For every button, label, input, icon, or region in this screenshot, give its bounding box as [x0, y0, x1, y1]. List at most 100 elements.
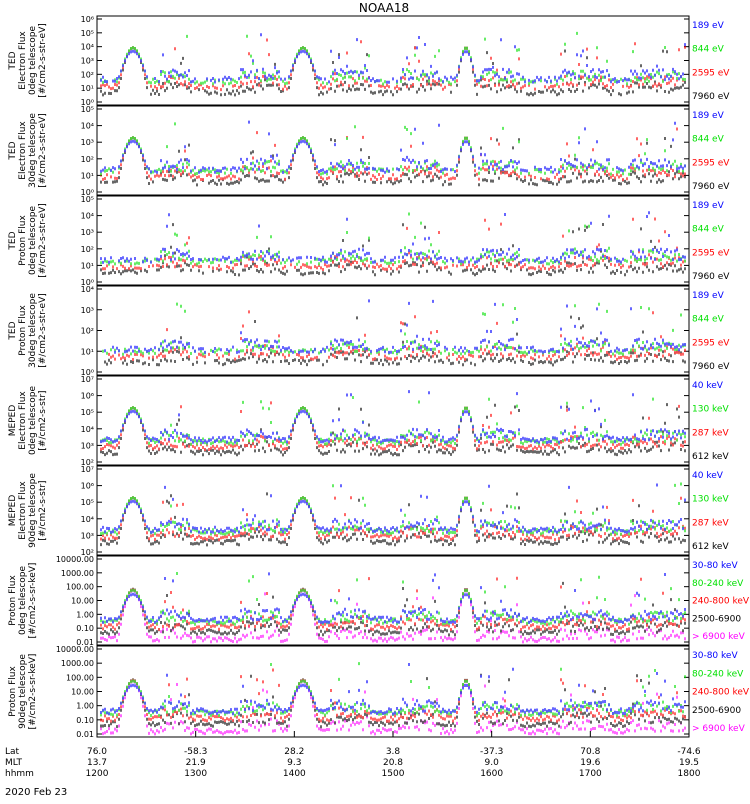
y-tick-label: 10² — [81, 458, 94, 467]
y-axis-label: 30deg telescope — [28, 293, 38, 368]
y-tick-label: 10² — [81, 70, 94, 79]
y-tick-label: 10⁴ — [81, 43, 94, 52]
x-tick-lat: -37.3 — [480, 747, 503, 757]
y-axis-label: Proton Flux — [18, 305, 28, 356]
series-80-240-kev — [100, 572, 686, 626]
y-axis-label: [#/cm2-s-str] — [38, 390, 48, 450]
series-189-ev — [100, 33, 686, 84]
x-tick-mlt: 20.8 — [383, 758, 403, 768]
y-tick-label: 10⁴ — [81, 515, 94, 524]
y-tick-label: 10⁰ — [81, 368, 94, 377]
panel-7: 10000.00 1000.00 100.00 10.00 1.00 0.10 0.01 Pr… — [8, 555, 750, 647]
y-tick-label: 10¹ — [81, 84, 94, 93]
y-tick-label: 10⁵ — [81, 195, 94, 204]
plot-title: NOAA18 — [359, 1, 409, 15]
y-tick-label: 10¹ — [81, 347, 94, 356]
legend-entry: 80-240 keV — [692, 669, 744, 679]
legend-entry: 240-800 keV — [692, 688, 750, 698]
y-axis-label: [#/cm2-s-sr-keV] — [28, 563, 38, 639]
series-2595-ev — [102, 217, 686, 271]
y-axis-label: TED — [8, 321, 18, 340]
y-tick-label: 10⁶ — [81, 392, 94, 401]
legend-entry: 7960 eV — [692, 272, 730, 282]
y-axis-label: [#/cm2-s-str-eV] — [38, 23, 48, 98]
legend-entry: 287 keV — [692, 518, 729, 528]
y-tick-label: 10⁵ — [81, 105, 94, 114]
panel-3: 10⁵ 10⁴ 10³ 10² 10¹ 10⁰ TED Proton Flux 0deg tel… — [8, 195, 730, 287]
legend-entry: 7960 eV — [692, 92, 730, 102]
legend-entry: 7960 eV — [692, 182, 730, 192]
series-30-80-kev — [100, 572, 686, 624]
panel-6: 10⁷ 10⁶ 10⁵ 10⁴ 10³ 10² MEPED Electron Flux 90de… — [8, 465, 729, 557]
y-axis-label: [#/cm2-s-str-eV] — [38, 203, 48, 278]
y-axis-label: 0deg telescope — [28, 206, 38, 276]
y-axis-label: Electron Flux — [18, 31, 28, 90]
y-tick-label: 10³ — [81, 228, 94, 237]
x-tick-hhmm: 1700 — [579, 769, 602, 779]
x-tick-lat: 28.2 — [284, 747, 304, 757]
y-tick-label: 10.00 — [71, 597, 94, 606]
x-tick-lat: 70.8 — [580, 747, 600, 757]
legend-entry: 2500-6900 — [692, 614, 741, 624]
x-tick-mlt: 9.0 — [485, 758, 500, 768]
y-tick-label: 1000.00 — [61, 659, 94, 668]
series-40-kev — [100, 390, 686, 444]
y-tick-label: 10⁵ — [81, 408, 94, 417]
panel-frame — [96, 375, 690, 466]
y-tick-label: 10¹ — [81, 261, 94, 270]
x-row-label: MLT — [5, 758, 23, 768]
y-axis-label: 90deg telescope — [18, 654, 28, 729]
y-tick-label: 10⁴ — [81, 212, 94, 221]
x-row-label: hhmm — [5, 769, 34, 779]
y-tick-label: 10⁷ — [81, 465, 94, 474]
y-tick-label: 10³ — [81, 306, 94, 315]
y-axis-label: Electron Flux — [18, 121, 28, 180]
legend-entry: 40 keV — [692, 471, 724, 481]
legend-entry: 80-240 keV — [692, 579, 744, 589]
panel-frame — [96, 15, 690, 106]
panel-frame — [96, 195, 690, 286]
y-tick-label: 10⁰ — [81, 98, 94, 107]
y-axis-label: [#/cm2-s-str-eV] — [38, 293, 48, 368]
y-axis-label: Electron Flux — [18, 481, 28, 540]
date-label: 2020 Feb 23 — [5, 787, 67, 798]
series-189-ev — [100, 211, 686, 264]
legend-entry: > 6900 keV — [692, 724, 746, 734]
legend-entry: 2595 eV — [692, 248, 730, 258]
legend-entry: 844 eV — [692, 45, 725, 55]
y-axis-label: [#/cm2-s-str-eV] — [38, 113, 48, 188]
legend-entry: 30-80 keV — [692, 651, 738, 661]
legend-entry: 40 keV — [692, 381, 724, 391]
y-axis-label: MEPED — [8, 495, 18, 527]
x-tick-hhmm: 1200 — [86, 769, 109, 779]
panel-5: 10⁷ 10⁶ 10⁵ 10⁴ 10³ 10² MEPED Electron Flux 0deg… — [8, 375, 729, 467]
y-tick-label: 10² — [81, 327, 94, 336]
series-2500-6900 — [100, 581, 686, 637]
x-tick-mlt: 13.7 — [87, 758, 107, 768]
legend-entry: 844 eV — [692, 225, 725, 235]
panel-2: 10⁵ 10⁴ 10³ 10² 10¹ 10⁰ TED Electron Flux 30deg … — [8, 105, 730, 197]
y-axis-label: Proton Flux — [8, 666, 18, 717]
series-189-ev — [100, 120, 686, 174]
y-tick-label: 10.00 — [71, 688, 94, 697]
y-tick-label: 10² — [81, 548, 94, 557]
series--6900-kev — [100, 679, 686, 736]
panels: 10⁶ 10⁵ 10⁴ 10³ 10² 10¹ 10⁰ TED Electron Flux 0de… — [8, 15, 750, 739]
x-tick-mlt: 19.5 — [679, 758, 699, 768]
series-612-kev — [100, 403, 686, 457]
x-tick-hhmm: 1300 — [184, 769, 207, 779]
y-tick-label: 10¹ — [81, 171, 94, 180]
legend-entry: 189 eV — [692, 201, 725, 211]
y-tick-label: 10000.00 — [56, 645, 94, 654]
series-189-ev — [104, 299, 686, 354]
y-axis-label: TED — [8, 231, 18, 250]
y-axis-label: 90deg telescope — [28, 473, 38, 548]
x-tick-hhmm: 1400 — [283, 769, 306, 779]
y-axis-label: 0deg telescope — [28, 386, 38, 456]
x-tick-hhmm: 1800 — [678, 769, 701, 779]
y-tick-label: 10⁶ — [81, 482, 94, 491]
x-tick-mlt: 9.3 — [287, 758, 301, 768]
x-tick-lat: -74.6 — [677, 747, 701, 757]
